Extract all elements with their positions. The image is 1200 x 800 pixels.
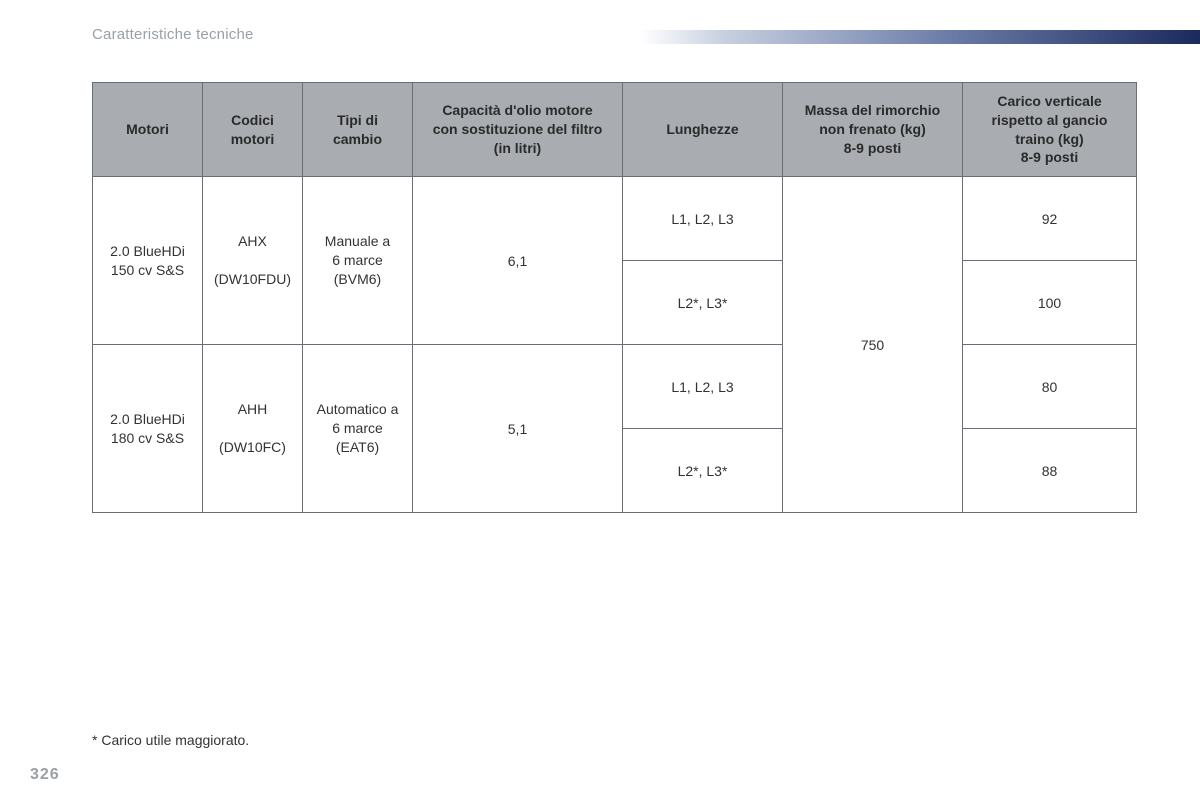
spec-table: Motori Codicimotori Tipi dicambio Capaci…	[92, 82, 1137, 513]
cell-lengths: L1, L2, L3	[623, 177, 783, 261]
col-carico-vert: Carico verticalerispetto al ganciotraino…	[963, 83, 1137, 177]
section-title: Caratteristiche tecniche	[92, 26, 254, 43]
col-massa: Massa del rimorchionon frenato (kg)8-9 p…	[783, 83, 963, 177]
col-codici: Codicimotori	[203, 83, 303, 177]
page-number: 326	[30, 766, 60, 784]
cell-oil: 5,1	[413, 345, 623, 513]
cell-motor: 2.0 BlueHDi180 cv S&S	[93, 345, 203, 513]
col-motori: Motori	[93, 83, 203, 177]
cell-vertical-load: 100	[963, 261, 1137, 345]
table-row: 2.0 BlueHDi150 cv S&S AHX (DW10FDU) Manu…	[93, 177, 1137, 261]
cell-motor: 2.0 BlueHDi150 cv S&S	[93, 177, 203, 345]
cell-code: AHX (DW10FDU)	[203, 177, 303, 345]
cell-lengths: L1, L2, L3	[623, 345, 783, 429]
cell-trailer-mass: 750	[783, 177, 963, 513]
spec-table-container: Motori Codicimotori Tipi dicambio Capaci…	[92, 82, 1136, 513]
col-olio: Capacità d'olio motorecon sostituzione d…	[413, 83, 623, 177]
footnote: * Carico utile maggiorato.	[92, 732, 249, 748]
header-gradient-bar	[640, 30, 1200, 44]
cell-oil: 6,1	[413, 177, 623, 345]
page-header: Caratteristiche tecniche	[0, 24, 1200, 52]
col-lunghezze: Lunghezze	[623, 83, 783, 177]
cell-lengths: L2*, L3*	[623, 429, 783, 513]
cell-lengths: L2*, L3*	[623, 261, 783, 345]
cell-code: AHH (DW10FC)	[203, 345, 303, 513]
cell-gearbox: Automatico a6 marce(EAT6)	[303, 345, 413, 513]
cell-gearbox: Manuale a6 marce(BVM6)	[303, 177, 413, 345]
table-row: 2.0 BlueHDi180 cv S&S AHH (DW10FC) Autom…	[93, 345, 1137, 429]
col-cambio: Tipi dicambio	[303, 83, 413, 177]
table-header-row: Motori Codicimotori Tipi dicambio Capaci…	[93, 83, 1137, 177]
cell-vertical-load: 92	[963, 177, 1137, 261]
cell-vertical-load: 80	[963, 345, 1137, 429]
cell-vertical-load: 88	[963, 429, 1137, 513]
